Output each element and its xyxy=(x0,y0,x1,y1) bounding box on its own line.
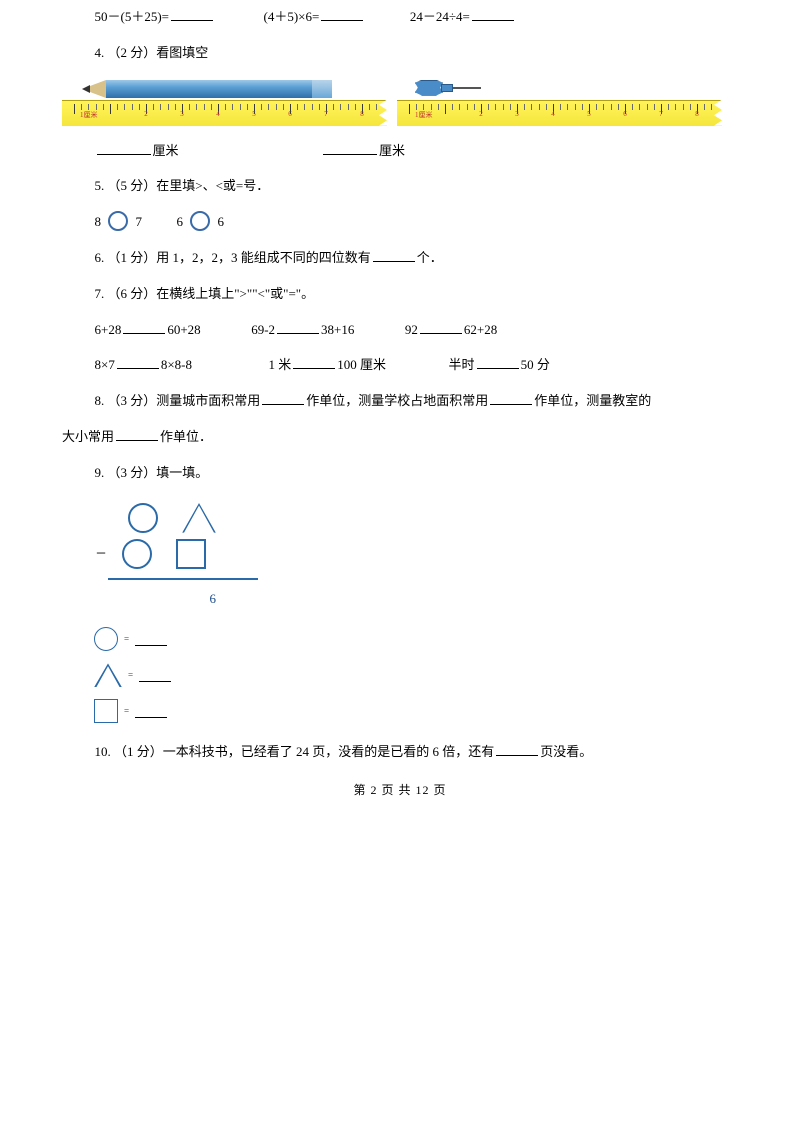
q9-sq-blank[interactable] xyxy=(135,704,167,718)
q7r2b2: 100 厘米 xyxy=(337,357,386,372)
ruler-body-1: 1厘米2345678 xyxy=(62,100,387,126)
pushpin-icon xyxy=(415,76,485,100)
q7-title: 7. （6 分）在横线上填上">""<"或"="。 xyxy=(62,277,738,311)
circle-icon xyxy=(94,627,118,651)
q8d: 大小常用 xyxy=(62,429,114,444)
q8e: 作单位． xyxy=(160,429,212,444)
pencil-icon xyxy=(82,78,342,100)
q7r2-blank2[interactable] xyxy=(293,355,335,369)
q9-result: 6 xyxy=(94,582,264,616)
equals-sign: = xyxy=(124,700,129,723)
q10b: 页没看。 xyxy=(540,744,592,759)
q10a: 10. （1 分）一本科技书，已经看了 24 页，没看的是已看的 6 倍，还有 xyxy=(95,744,495,759)
q7r1b1: 69-2 xyxy=(251,322,275,337)
q5-b-left: 6 xyxy=(177,214,184,229)
q7r2a1: 8×7 xyxy=(95,357,115,372)
q3-b: (4＋5)×6= xyxy=(264,9,320,24)
q3-b-blank[interactable] xyxy=(321,7,363,21)
page-footer: 第 2 页 共 12 页 xyxy=(62,775,738,806)
q5-b-right: 6 xyxy=(218,214,225,229)
q9-ans-square: = xyxy=(94,699,738,723)
q3-a: 50－(5＋25)= xyxy=(95,9,170,24)
triangle-icon xyxy=(94,663,122,687)
square-icon xyxy=(176,539,206,569)
q7r2b1: 1 米 xyxy=(269,357,292,372)
ruler-pencil: 1厘米2345678 xyxy=(62,76,387,126)
q9-circle-blank[interactable] xyxy=(135,632,167,646)
q3-c-blank[interactable] xyxy=(472,7,514,21)
q9-ans-triangle: = xyxy=(94,663,738,687)
ruler-body-2: 1厘米2345678 xyxy=(397,100,722,126)
q5-a-circle[interactable] xyxy=(108,211,128,231)
q9-tri-blank[interactable] xyxy=(139,668,171,682)
q8a: 8. （3 分）测量城市面积常用 xyxy=(95,393,261,408)
q7r1-blank1[interactable] xyxy=(123,320,165,334)
q3-a-blank[interactable] xyxy=(171,7,213,21)
q10-row: 10. （1 分）一本科技书，已经看了 24 页，没看的是已看的 6 倍，还有 页… xyxy=(62,735,738,769)
q8-blank1[interactable] xyxy=(262,391,304,405)
circle-icon xyxy=(122,539,152,569)
figure-divider xyxy=(108,578,258,580)
q5-a-left: 8 xyxy=(95,214,102,229)
q4-title: 4. （2 分）看图填空 xyxy=(62,36,738,70)
q5-b-circle[interactable] xyxy=(190,211,210,231)
equals-sign: = xyxy=(124,628,129,651)
q7r1a2: 60+28 xyxy=(167,322,200,337)
q7r1a1: 6+28 xyxy=(95,322,122,337)
ruler-pushpin: 1厘米2345678 xyxy=(397,76,722,126)
q4-blank-a[interactable] xyxy=(97,141,151,155)
q6-b: 个． xyxy=(417,250,443,265)
q7r1-blank2[interactable] xyxy=(277,320,319,334)
q4-label-a: 厘米 xyxy=(153,143,179,158)
q8-row1: 8. （3 分）测量城市面积常用 作单位，测量学校占地面积常用 作单位，测量教室的 xyxy=(62,384,738,418)
q5-title: 5. （5 分）在里填>、<或=号． xyxy=(62,169,738,203)
q4-answers: 厘米 厘米 xyxy=(62,134,738,168)
q8-blank3[interactable] xyxy=(116,427,158,441)
q7-row1: 6+28 60+28 69-2 38+16 92 62+28 xyxy=(62,313,738,347)
q7r2c1: 半时 xyxy=(449,357,475,372)
q3-c: 24－24÷4= xyxy=(410,9,470,24)
q7r1c2: 62+28 xyxy=(464,322,497,337)
q7r1c1: 92 xyxy=(405,322,418,337)
q6-row: 6. （1 分）用 1，2，2，3 能组成不同的四位数有 个． xyxy=(62,241,738,275)
q7r2-blank3[interactable] xyxy=(477,355,519,369)
q4-blank-b[interactable] xyxy=(323,141,377,155)
q5-row: 8 7 6 6 xyxy=(62,205,738,239)
q6-a: 6. （1 分）用 1，2，2，3 能组成不同的四位数有 xyxy=(95,250,371,265)
q7r2c2: 50 分 xyxy=(521,357,550,372)
q7r1b2: 38+16 xyxy=(321,322,354,337)
rulers-figure: 1厘米2345678 1厘米2345678 xyxy=(62,76,738,126)
equals-sign: = xyxy=(128,664,133,687)
circle-icon xyxy=(128,503,158,533)
q7r2a2: 8×8-8 xyxy=(161,357,192,372)
q6-blank[interactable] xyxy=(373,248,415,262)
q8b: 作单位，测量学校占地面积常用 xyxy=(306,393,488,408)
q7r2-blank1[interactable] xyxy=(117,355,159,369)
q9-title: 9. （3 分）填一填。 xyxy=(62,456,738,490)
triangle-icon xyxy=(182,503,216,533)
square-icon xyxy=(94,699,118,723)
q8-row2: 大小常用 作单位． xyxy=(62,420,738,454)
q4-label-b: 厘米 xyxy=(379,143,405,158)
q3-row: 50－(5＋25)= (4＋5)×6= 24－24÷4= xyxy=(62,0,738,34)
q8c: 作单位，测量教室的 xyxy=(534,393,651,408)
q7-row2: 8×7 8×8-8 1 米 100 厘米 半时 50 分 xyxy=(62,348,738,382)
minus-sign: − xyxy=(94,530,108,577)
q9-figure: − 6 xyxy=(94,500,264,616)
q7r1-blank3[interactable] xyxy=(420,320,462,334)
q9-ans-circle: = xyxy=(94,627,738,651)
q5-a-right: 7 xyxy=(136,214,143,229)
q8-blank2[interactable] xyxy=(490,391,532,405)
q10-blank[interactable] xyxy=(496,742,538,756)
